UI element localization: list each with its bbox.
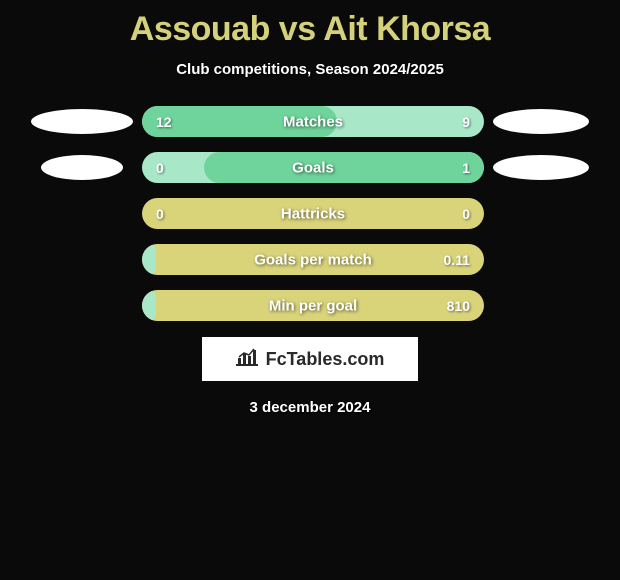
player-avatar-left bbox=[31, 109, 133, 134]
stat-bar: 0 Goals 1 bbox=[142, 152, 484, 183]
avatar-slot-left bbox=[22, 155, 142, 180]
avatar-slot-left bbox=[22, 109, 142, 134]
stat-bar: Min per goal 810 bbox=[142, 290, 484, 321]
chart-icon bbox=[236, 348, 258, 371]
stat-value-left: 0 bbox=[156, 160, 164, 176]
logo-box: FcTables.com bbox=[202, 337, 418, 381]
stats-rows: 12 Matches 9 0 Goals 1 0 Hattricks 0 Goals per ma… bbox=[0, 106, 620, 321]
player-avatar-left bbox=[41, 155, 123, 180]
stat-value-right: 0 bbox=[462, 206, 470, 222]
avatar-slot-right bbox=[484, 155, 598, 180]
stat-value-right: 0.11 bbox=[444, 252, 470, 268]
bar-fill-right bbox=[204, 152, 484, 183]
stat-row: Min per goal 810 bbox=[0, 290, 620, 321]
stat-row: 0 Goals 1 bbox=[0, 152, 620, 183]
stat-value-right: 810 bbox=[447, 298, 470, 314]
stat-value-right: 9 bbox=[462, 114, 470, 130]
avatar-slot-right bbox=[484, 109, 598, 134]
player-avatar-right bbox=[493, 109, 589, 134]
stat-name: Goals per match bbox=[254, 251, 372, 268]
subtitle: Club competitions, Season 2024/2025 bbox=[0, 61, 620, 78]
stat-value-right: 1 bbox=[462, 160, 470, 176]
bar-fill-edge bbox=[142, 244, 156, 275]
stat-name: Goals bbox=[292, 159, 334, 176]
stat-row: 0 Hattricks 0 bbox=[0, 198, 620, 229]
stat-name: Min per goal bbox=[269, 297, 357, 314]
stat-bar: Goals per match 0.11 bbox=[142, 244, 484, 275]
player-avatar-right bbox=[493, 155, 589, 180]
stat-name: Matches bbox=[283, 113, 343, 130]
stat-row: 12 Matches 9 bbox=[0, 106, 620, 137]
stat-value-left: 0 bbox=[156, 206, 164, 222]
date: 3 december 2024 bbox=[0, 399, 620, 416]
stat-value-left: 12 bbox=[156, 114, 172, 130]
logo-text: FcTables.com bbox=[266, 349, 385, 370]
page-title: Assouab vs Ait Khorsa bbox=[0, 0, 620, 49]
stat-bar: 0 Hattricks 0 bbox=[142, 198, 484, 229]
stat-name: Hattricks bbox=[281, 205, 345, 222]
logo: FcTables.com bbox=[236, 348, 385, 371]
stat-bar: 12 Matches 9 bbox=[142, 106, 484, 137]
bar-fill-edge bbox=[142, 290, 156, 321]
stat-row: Goals per match 0.11 bbox=[0, 244, 620, 275]
